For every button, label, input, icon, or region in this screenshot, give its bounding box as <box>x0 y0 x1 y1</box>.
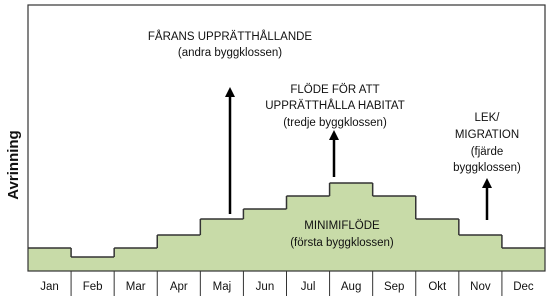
x-tick-label: Dec <box>513 281 534 293</box>
annotation: (andra byggklossen) <box>178 47 282 59</box>
annotation: (tredje byggklossen) <box>283 117 387 129</box>
x-tick-label: Maj <box>213 281 232 293</box>
annotation: MIGRATION <box>455 129 519 141</box>
flow-step <box>286 196 331 271</box>
x-tick-label: Jul <box>301 281 316 293</box>
flow-step <box>114 248 158 271</box>
flow-step <box>157 235 201 271</box>
flow-step <box>200 219 244 271</box>
annotation: byggklossen) <box>453 162 521 174</box>
flow-step <box>329 183 374 271</box>
annotation: MINIMIFLÖDE <box>304 220 380 232</box>
flow-step <box>28 248 72 271</box>
annotation: FLÖDE FÖR ATT <box>290 84 379 96</box>
x-tick-label: Okt <box>428 281 447 293</box>
flow-step <box>458 235 503 271</box>
flow-step <box>243 209 287 271</box>
x-tick-label: Sep <box>384 281 404 293</box>
annotation: (fjärde <box>471 146 504 158</box>
y-axis-label: Avrinning <box>5 130 22 199</box>
flow-step <box>71 257 115 271</box>
annotation: FÅRANS UPPRÄTTHÅLLANDE <box>148 30 313 43</box>
x-tick-label: Mar <box>126 281 146 293</box>
x-tick-label: Feb <box>83 281 103 293</box>
flow-step <box>415 219 460 271</box>
flow-step <box>501 248 546 271</box>
plot <box>28 182 546 271</box>
x-tick-label: Jun <box>256 281 275 293</box>
flow-step <box>372 196 417 271</box>
annotation: (första byggklossen) <box>290 237 394 249</box>
x-tick-label: Nov <box>470 281 491 293</box>
x-tick-label: Jan <box>40 281 59 293</box>
x-tick-label: Apr <box>170 281 188 293</box>
annotation: UPPRÄTTHÅLLA HABITAT <box>265 99 405 112</box>
x-tick-label: Aug <box>341 281 361 293</box>
annotation: LEK/ <box>475 112 501 124</box>
